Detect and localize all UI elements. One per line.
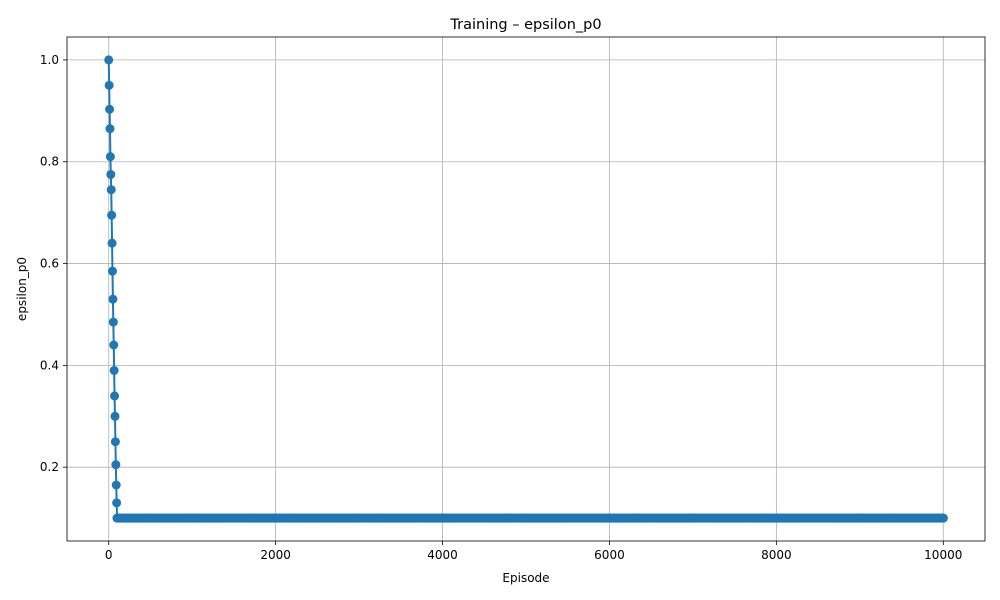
y-axis-label: epsilon_p0	[15, 257, 29, 321]
data-point	[938, 513, 948, 523]
data-point	[110, 437, 120, 447]
grid	[67, 37, 985, 541]
axes-frame	[66, 36, 986, 542]
x-tick-label: 8000	[761, 548, 792, 562]
chart-title: Training – epsilon_p0	[449, 17, 601, 33]
ticks: 0 2000 4000 6000 8000 10000 0.2 0.4 0.6 0.8 1.0	[40, 53, 962, 562]
data-point	[105, 104, 115, 114]
data-point	[111, 480, 121, 490]
data-point	[108, 294, 118, 304]
data-point	[109, 340, 119, 350]
data-point	[112, 498, 122, 508]
data-point	[107, 238, 117, 248]
x-tick-label: 6000	[594, 548, 625, 562]
data-point	[110, 391, 120, 401]
x-axis-label: Episode	[502, 571, 549, 585]
data-point	[109, 365, 119, 375]
data-point	[107, 266, 117, 276]
data-point	[111, 460, 121, 470]
data-point	[110, 411, 120, 421]
data-point	[104, 55, 114, 65]
y-tick-label: 0.2	[40, 460, 59, 474]
x-tick-label: 10000	[924, 548, 962, 562]
data-point	[107, 210, 117, 220]
data-point	[104, 80, 114, 90]
data-point	[106, 169, 116, 179]
x-tick-label: 4000	[427, 548, 458, 562]
x-tick-label: 0	[105, 548, 113, 562]
data-point	[108, 317, 118, 327]
plot-area	[104, 55, 948, 523]
data-point	[105, 152, 115, 162]
data-point	[105, 124, 115, 134]
y-tick-label: 1.0	[40, 53, 59, 67]
y-tick-label: 0.8	[40, 155, 59, 169]
x-tick-label: 2000	[260, 548, 291, 562]
y-tick-label: 0.4	[40, 358, 59, 372]
y-tick-label: 0.6	[40, 257, 59, 271]
data-point	[106, 185, 116, 195]
